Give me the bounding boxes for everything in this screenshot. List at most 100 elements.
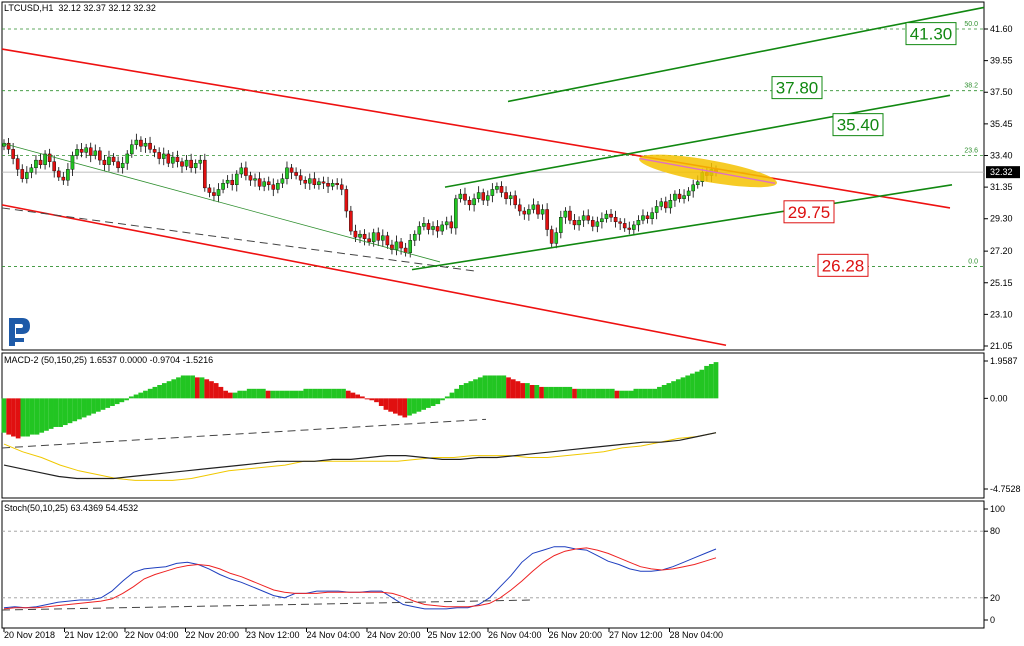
candle-body [280, 178, 285, 184]
candle-body [577, 220, 581, 226]
macd-histogram-bar [6, 398, 12, 435]
macd-histogram-bar [378, 398, 384, 406]
candle-body [120, 163, 125, 169]
candle-body [349, 210, 353, 232]
candle-body [88, 147, 93, 156]
candle-body [266, 181, 271, 186]
macd-histogram-bar [345, 390, 351, 399]
macd-histogram-bar [454, 388, 460, 399]
candle-body [152, 149, 157, 153]
candle-body [189, 159, 193, 169]
candle-body [531, 204, 536, 210]
macd-histogram-bar [53, 398, 59, 427]
level-label-box [905, 22, 957, 46]
candle-body [25, 172, 29, 179]
macd-histogram-bar [143, 390, 148, 399]
macd-histogram-bar [652, 388, 658, 399]
candle-body [376, 232, 381, 241]
macd-histogram-bar [374, 398, 379, 403]
macd-histogram-bar [558, 386, 563, 399]
macd-histogram-bar [614, 390, 620, 399]
candle-body [143, 142, 148, 147]
macd-histogram-bar [525, 383, 530, 399]
candle-body [344, 189, 349, 212]
macd-histogram-bar [209, 381, 214, 399]
level-label: 35.40 [837, 116, 880, 135]
candle-body [339, 184, 344, 190]
candle-body [317, 181, 321, 186]
macd-histogram-bar [510, 379, 516, 399]
macd-histogram-bar [435, 398, 441, 405]
macd-histogram-bar [157, 385, 162, 399]
macd-histogram-bar [388, 398, 394, 412]
macd-histogram-bar [124, 398, 129, 401]
macd-histogram-bar [326, 388, 332, 399]
candle-body [463, 193, 467, 201]
macd-histogram-bar [246, 388, 252, 399]
dashed-trend-line [1, 207, 477, 272]
candle-body [161, 153, 166, 159]
candle-body [490, 189, 495, 196]
macd-histogram-bar [407, 398, 412, 416]
macd-histogram-bar [86, 398, 92, 416]
macd-histogram-bar [147, 388, 153, 399]
candle-body [504, 192, 508, 199]
macd-histogram-bar [562, 386, 568, 399]
candle-body [668, 200, 673, 209]
macd-main-line [3, 432, 717, 480]
price-axis-label: 23.10 [990, 309, 1013, 319]
macd-title: MACD-2 (50,150,25) 1.6537 0.0000 -0.9704… [4, 355, 214, 365]
green-extension-line [507, 6, 985, 103]
candle-body [207, 187, 212, 193]
candle-body [184, 159, 189, 167]
candle-body [134, 139, 139, 145]
macd-histogram-bar [114, 398, 120, 405]
macd-histogram-bar [543, 386, 549, 399]
macd-histogram-bar [501, 375, 507, 399]
stoch-axis-label: 0 [990, 615, 995, 625]
macd-histogram-bar [411, 398, 417, 414]
macd-histogram-bar [265, 390, 271, 399]
candle-body [422, 223, 426, 227]
candle-body [353, 230, 358, 238]
level-label: 41.30 [910, 25, 953, 44]
macd-histogram-bar [487, 375, 493, 399]
macd-histogram-bar [397, 398, 403, 416]
macd-histogram-bar [567, 386, 573, 399]
macd-axis-label: 1.9587 [990, 356, 1018, 366]
candle-body [230, 179, 235, 186]
candle-body [604, 213, 609, 219]
macd-histogram-bar [477, 377, 483, 399]
macd-histogram-bar [661, 385, 667, 399]
candle-body [198, 159, 203, 164]
macd-histogram-bar [39, 398, 45, 433]
candle-body [590, 220, 595, 227]
candle-body [481, 192, 486, 201]
red-channel-lower-line [1, 204, 727, 347]
macd-histogram-bar [628, 390, 634, 399]
stoch-axis-label: 20 [990, 593, 1000, 603]
candle-body [390, 244, 394, 250]
candle-body [371, 232, 376, 243]
macd-histogram-bar [15, 398, 21, 439]
macd-histogram-bar [25, 398, 30, 437]
macd-histogram-bar [284, 390, 290, 399]
price-axis-label: 25.15 [990, 278, 1013, 288]
macd-panel-frame [1, 352, 985, 499]
candle-body [335, 183, 339, 186]
candle-body [175, 156, 180, 162]
macd-histogram-bar [633, 388, 639, 399]
price-axis-label: 31.35 [990, 182, 1013, 192]
candle-body [554, 232, 559, 244]
macd-histogram-bar [699, 369, 705, 399]
candle-body [321, 181, 326, 184]
candle-body [495, 186, 499, 190]
macd-signal-line [3, 432, 717, 481]
fib-level-label: 0.0 [968, 259, 978, 266]
candle-body [216, 189, 221, 196]
macd-histogram-bar [279, 390, 285, 399]
macd-histogram-bar [138, 392, 144, 399]
time-axis-label: 23 Nov 12:00 [246, 630, 300, 640]
candle-body [47, 153, 52, 162]
candle-body [239, 167, 244, 175]
